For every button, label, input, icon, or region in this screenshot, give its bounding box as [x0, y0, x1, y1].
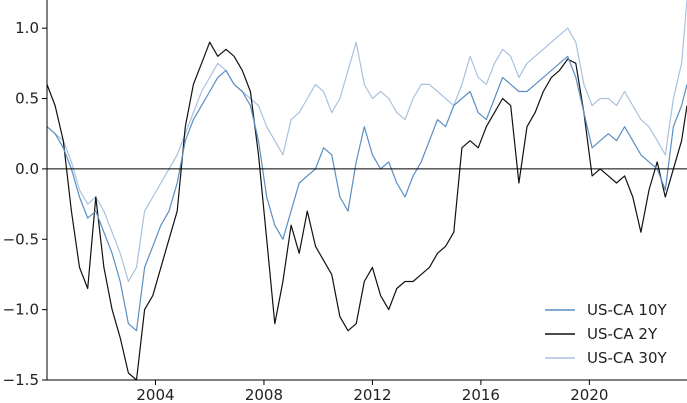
- y-tick-label: −1.5: [3, 371, 39, 389]
- legend-label-us-ca-30y: US-CA 30Y: [587, 349, 668, 367]
- y-tick-label: −0.5: [3, 230, 39, 248]
- series-line-us-ca-10y: [46, 55, 687, 332]
- y-tick-label: 0.0: [15, 160, 39, 178]
- x-tick-label: 2012: [353, 386, 391, 403]
- series-layer: [46, 0, 687, 381]
- y-tick-label: 0.5: [15, 90, 39, 108]
- y-tick-label: 1.0: [15, 19, 39, 37]
- x-tick-label: 2016: [462, 386, 500, 403]
- x-tick-label: 2020: [570, 386, 608, 403]
- legend-label-us-ca-2y: US-CA 2Y: [587, 325, 658, 343]
- x-tick-label: 2004: [136, 386, 174, 403]
- series-line-us-ca-30y: [46, 0, 687, 283]
- y-tick-label: −1.0: [3, 301, 39, 319]
- legend: US-CA 10Y US-CA 2Y US-CA 30Y: [545, 301, 668, 367]
- ticks-layer: 1.0 0.5 0.0 −0.5 −1.0 −1.5 2004 2008 2012 2016 202…: [3, 19, 609, 403]
- legend-label-us-ca-10y: US-CA 10Y: [587, 301, 668, 319]
- x-tick-label: 2008: [245, 386, 283, 403]
